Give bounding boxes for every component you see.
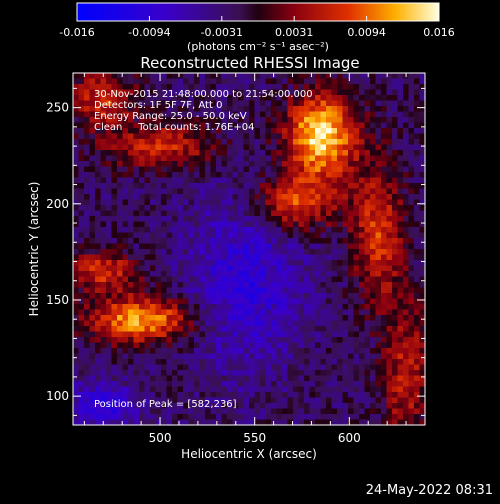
colorbar-tick-label: 0.016 <box>423 26 455 39</box>
colorbar <box>76 2 440 22</box>
plot-frame <box>72 72 426 426</box>
y-tick-label: 200 <box>46 197 69 211</box>
footer-date: 24-May-2022 08:31 <box>366 483 493 498</box>
x-tick-label: 600 <box>338 431 361 445</box>
annotation-block: 30-Nov-2015 21:48:00.000 to 21:54:00.000… <box>94 89 313 133</box>
x-tick-label: 550 <box>243 431 266 445</box>
chart-title: Reconstructed RHESSI Image <box>140 54 359 72</box>
colorbar-unit-label: (photons cm⁻² s⁻¹ asec⁻²) <box>187 40 329 53</box>
axis-ticks: 500 550 600 100 150 200 250 <box>46 73 426 445</box>
y-axis-label: Heliocentric Y (arcsec) <box>27 182 41 317</box>
colorbar-tick-label: 0.0031 <box>275 26 314 39</box>
y-tick-label: 150 <box>46 293 69 307</box>
y-tick-label: 250 <box>46 101 69 115</box>
annotation-detectors: Detectors: 1F 5F 7F, Att 0 <box>94 100 222 111</box>
heatmap <box>73 73 425 425</box>
colorbar-tick-label: -0.0094 <box>128 26 170 39</box>
colorbar-tick-label: -0.016 <box>59 26 94 39</box>
colorbar-tick-label: 0.0094 <box>347 26 386 39</box>
peak-position-label: Position of Peak = [582,236] <box>94 399 237 410</box>
annotation-clean: Clean Total counts: 1.76E+04 <box>94 122 254 133</box>
x-tick-label: 500 <box>149 431 172 445</box>
x-axis-label: Heliocentric X (arcsec) <box>181 447 317 461</box>
colorbar-ticks: -0.016 -0.0094 -0.0031 0.0031 0.0094 0.016 <box>59 16 455 39</box>
y-tick-label: 100 <box>46 389 69 403</box>
annotation-energy: Energy Range: 25.0 - 50.0 keV <box>94 111 247 122</box>
colorbar-tick-label: -0.0031 <box>201 26 243 39</box>
annotation-time: 30-Nov-2015 21:48:00.000 to 21:54:00.000 <box>94 89 313 100</box>
